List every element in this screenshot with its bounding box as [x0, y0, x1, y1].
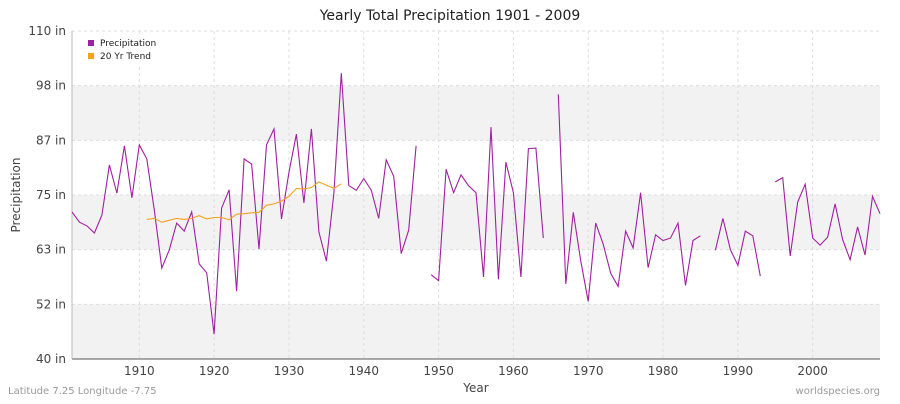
x-tick-label: 2000 [797, 364, 828, 378]
legend-box [82, 35, 182, 67]
x-tick-label: 1960 [498, 364, 529, 378]
y-tick-label: 75 in [36, 188, 66, 202]
y-tick-label: 40 in [36, 352, 66, 366]
y-tick-label: 98 in [36, 79, 66, 93]
x-tick-label: 1990 [723, 364, 754, 378]
band [72, 304, 880, 359]
legend-label: Precipitation [100, 39, 156, 49]
chart-title: Yearly Total Precipitation 1901 - 2009 [319, 8, 581, 24]
y-tick-label: 87 in [36, 133, 66, 147]
y-tick-label: 63 in [36, 243, 66, 257]
series-line [71, 73, 881, 335]
x-tick-label: 1940 [349, 364, 380, 378]
band [72, 85, 880, 141]
legend-label: 20 Yr Trend [100, 52, 151, 62]
y-tick-label: 52 in [36, 297, 66, 311]
x-tick-label: 1930 [274, 364, 305, 378]
y-axis-label: Precipitation [9, 157, 23, 232]
footer-location: Latitude 7.25 Longitude -7.75 [8, 386, 157, 397]
x-tick-label: 1970 [573, 364, 604, 378]
x-tick-label: 1920 [199, 364, 230, 378]
legend-swatch [88, 53, 94, 59]
legend-swatch [88, 40, 94, 46]
x-tick-label: 1910 [124, 364, 155, 378]
series-line [146, 181, 342, 223]
footer-source: worldspecies.org [796, 386, 880, 397]
x-tick-label: 1950 [423, 364, 454, 378]
x-tick-label: 1980 [648, 364, 679, 378]
x-axis-label: Year [462, 381, 488, 395]
band [72, 195, 880, 250]
y-tick-label: 110 in [28, 24, 66, 38]
